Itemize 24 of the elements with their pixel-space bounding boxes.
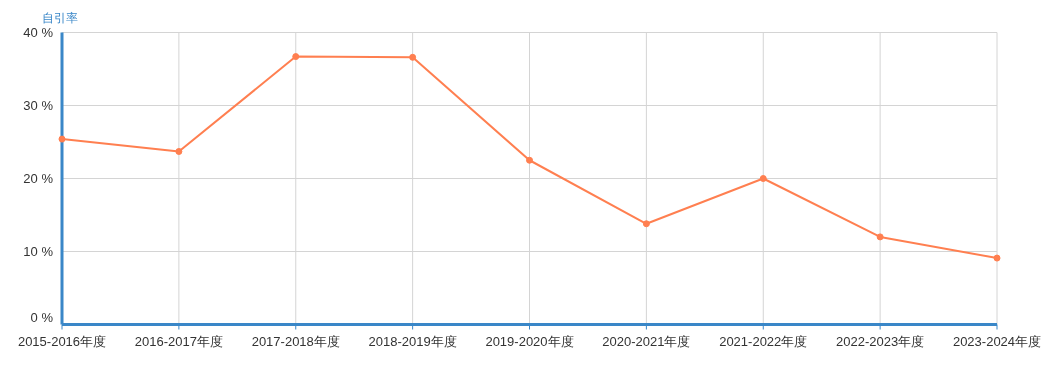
y-tick-label: 20 %	[23, 170, 54, 186]
x-tick-label: 2021-2022年度	[719, 333, 808, 349]
point	[58, 135, 66, 143]
y-tick-label: 40 %	[23, 24, 54, 40]
x-tick-label: 2018-2019年度	[368, 333, 457, 349]
point	[759, 175, 767, 182]
point	[642, 220, 650, 228]
point	[175, 147, 183, 155]
point	[526, 156, 533, 164]
x-tick-label: 2017-2018年度	[251, 333, 340, 349]
y-axis-title: 自引率	[42, 10, 78, 25]
point	[876, 233, 884, 241]
x-tick-label: 2019-2020年度	[485, 333, 574, 349]
y-tick-label: 30 %	[23, 97, 54, 113]
y-tick-label: 0 %	[30, 309, 54, 325]
x-tick-label: 2022-2023年度	[836, 333, 925, 349]
x-tick-label: 2020-2021年度	[602, 333, 691, 349]
x-tick-label: 2016-2017年度	[134, 333, 223, 349]
point	[993, 254, 1001, 262]
x-tick-label: 2023-2024年度	[952, 333, 1042, 349]
point	[292, 53, 300, 61]
y-tick-label: 10 %	[23, 243, 54, 259]
point	[409, 53, 417, 61]
x-tick-label: 2015-2016年度	[17, 333, 107, 349]
